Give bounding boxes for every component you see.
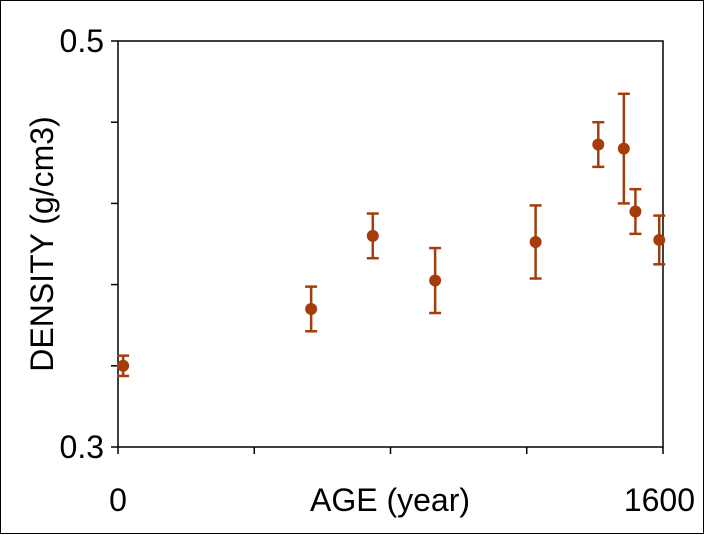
point-marker [366, 229, 379, 242]
data-points [117, 92, 666, 378]
data-point [117, 354, 130, 378]
point-marker [653, 233, 666, 246]
point-marker [117, 359, 130, 372]
point-marker [305, 302, 318, 315]
data-point [629, 187, 642, 236]
data-point [529, 204, 542, 280]
point-marker [617, 142, 630, 155]
y-axis-title: DENSITY (g/cm3) [24, 116, 60, 371]
point-marker [529, 235, 542, 248]
data-point [653, 214, 666, 266]
data-point [366, 212, 379, 260]
y-axis-ticks: 0.5 0.3 [60, 23, 118, 465]
data-point [617, 92, 630, 205]
x-tick-label: 0 [109, 482, 127, 518]
point-marker [629, 205, 642, 218]
data-point [429, 246, 442, 315]
y-tick-label: 0.5 [60, 23, 104, 59]
y-tick-label: 0.3 [60, 429, 104, 465]
point-marker [592, 138, 605, 151]
x-tick-label: 1600 [624, 482, 695, 518]
point-marker [429, 274, 442, 287]
data-point [592, 120, 605, 169]
x-axis-title: AGE (year) [310, 482, 470, 518]
data-point [305, 285, 318, 333]
plot-area [117, 40, 664, 448]
x-axis-ticks: 0 1600 [109, 447, 695, 518]
